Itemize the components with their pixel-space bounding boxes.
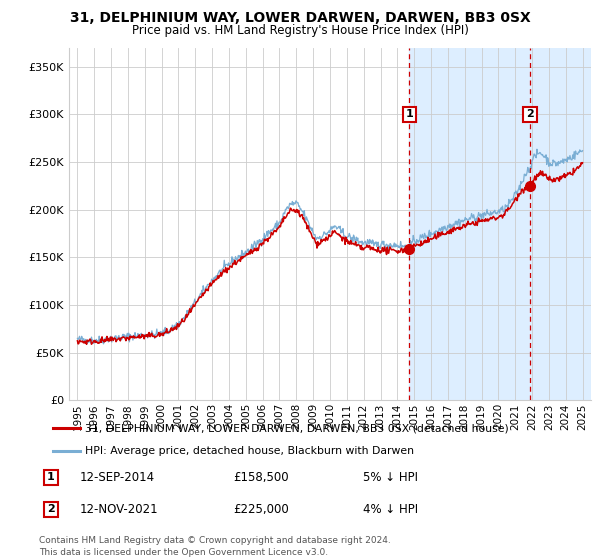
Text: 5% ↓ HPI: 5% ↓ HPI [363, 471, 418, 484]
Text: HPI: Average price, detached house, Blackburn with Darwen: HPI: Average price, detached house, Blac… [85, 446, 414, 455]
Text: 2: 2 [526, 109, 534, 119]
Text: 4% ↓ HPI: 4% ↓ HPI [363, 503, 418, 516]
Bar [409, 48, 591, 400]
Text: 12-NOV-2021: 12-NOV-2021 [79, 503, 158, 516]
Text: 12-SEP-2014: 12-SEP-2014 [79, 471, 155, 484]
Text: Price paid vs. HM Land Registry's House Price Index (HPI): Price paid vs. HM Land Registry's House … [131, 24, 469, 36]
Text: £225,000: £225,000 [233, 503, 289, 516]
Text: 31, DELPHINIUM WAY, LOWER DARWEN, DARWEN, BB3 0SX (detached house): 31, DELPHINIUM WAY, LOWER DARWEN, DARWEN… [85, 423, 509, 433]
Text: 2: 2 [47, 505, 55, 515]
Text: Contains HM Land Registry data © Crown copyright and database right 2024.
This d: Contains HM Land Registry data © Crown c… [39, 536, 391, 557]
Text: 1: 1 [406, 109, 413, 119]
Text: 31, DELPHINIUM WAY, LOWER DARWEN, DARWEN, BB3 0SX: 31, DELPHINIUM WAY, LOWER DARWEN, DARWEN… [70, 11, 530, 25]
Text: 1: 1 [47, 472, 55, 482]
Text: £158,500: £158,500 [233, 471, 289, 484]
